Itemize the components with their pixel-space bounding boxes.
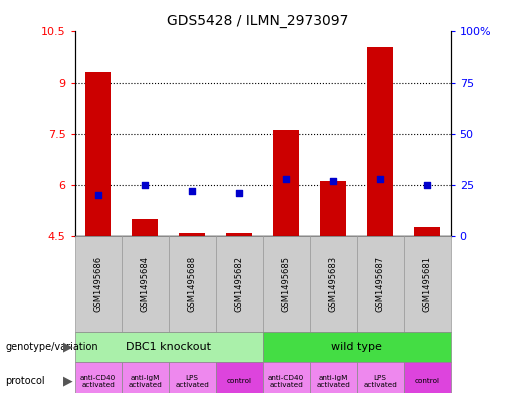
Text: LPS
activated: LPS activated [175, 375, 209, 388]
Text: genotype/variation: genotype/variation [5, 342, 98, 352]
Text: anti-IgM
activated: anti-IgM activated [128, 375, 162, 388]
Point [235, 190, 243, 196]
Bar [226, 233, 252, 236]
Text: GSM1495682: GSM1495682 [235, 256, 244, 312]
Bar [273, 130, 299, 236]
Text: GSM1495685: GSM1495685 [282, 256, 290, 312]
Text: GDS5428 / ILMN_2973097: GDS5428 / ILMN_2973097 [167, 14, 348, 28]
Bar [168, 236, 216, 332]
Text: DBC1 knockout: DBC1 knockout [126, 342, 211, 352]
Bar [356, 236, 404, 332]
Point [282, 175, 290, 182]
Bar [216, 236, 263, 332]
Bar [122, 362, 168, 393]
Text: GSM1495686: GSM1495686 [94, 256, 102, 312]
Bar [310, 236, 356, 332]
Bar [356, 362, 404, 393]
Text: GSM1495681: GSM1495681 [423, 256, 432, 312]
Bar [263, 236, 310, 332]
Bar [179, 233, 205, 236]
Bar [263, 362, 310, 393]
Text: LPS
activated: LPS activated [363, 375, 397, 388]
Bar [414, 227, 440, 236]
Text: ▶: ▶ [62, 375, 72, 388]
Bar [404, 362, 451, 393]
Bar [75, 332, 263, 362]
Text: anti-CD40
activated: anti-CD40 activated [80, 375, 116, 388]
Text: protocol: protocol [5, 376, 45, 386]
Text: control: control [415, 378, 440, 384]
Bar [75, 236, 122, 332]
Text: control: control [227, 378, 252, 384]
Point [376, 175, 384, 182]
Bar [75, 362, 122, 393]
Point [188, 188, 196, 194]
Text: GSM1495688: GSM1495688 [187, 256, 197, 312]
Text: wild type: wild type [331, 342, 382, 352]
Bar [85, 72, 111, 236]
Bar [367, 47, 393, 236]
Bar [168, 362, 216, 393]
Point [423, 182, 431, 188]
Text: anti-CD40
activated: anti-CD40 activated [268, 375, 304, 388]
Point [329, 178, 337, 184]
Point [141, 182, 149, 188]
Text: ▶: ▶ [62, 340, 72, 353]
Bar [132, 219, 158, 236]
Text: anti-IgM
activated: anti-IgM activated [316, 375, 350, 388]
Text: GSM1495687: GSM1495687 [375, 256, 385, 312]
Bar [310, 362, 356, 393]
Bar [404, 236, 451, 332]
Point [94, 192, 102, 198]
Text: GSM1495684: GSM1495684 [141, 256, 150, 312]
Bar [216, 362, 263, 393]
Text: GSM1495683: GSM1495683 [329, 256, 338, 312]
Bar [320, 181, 346, 236]
Bar [122, 236, 168, 332]
Bar [263, 332, 451, 362]
